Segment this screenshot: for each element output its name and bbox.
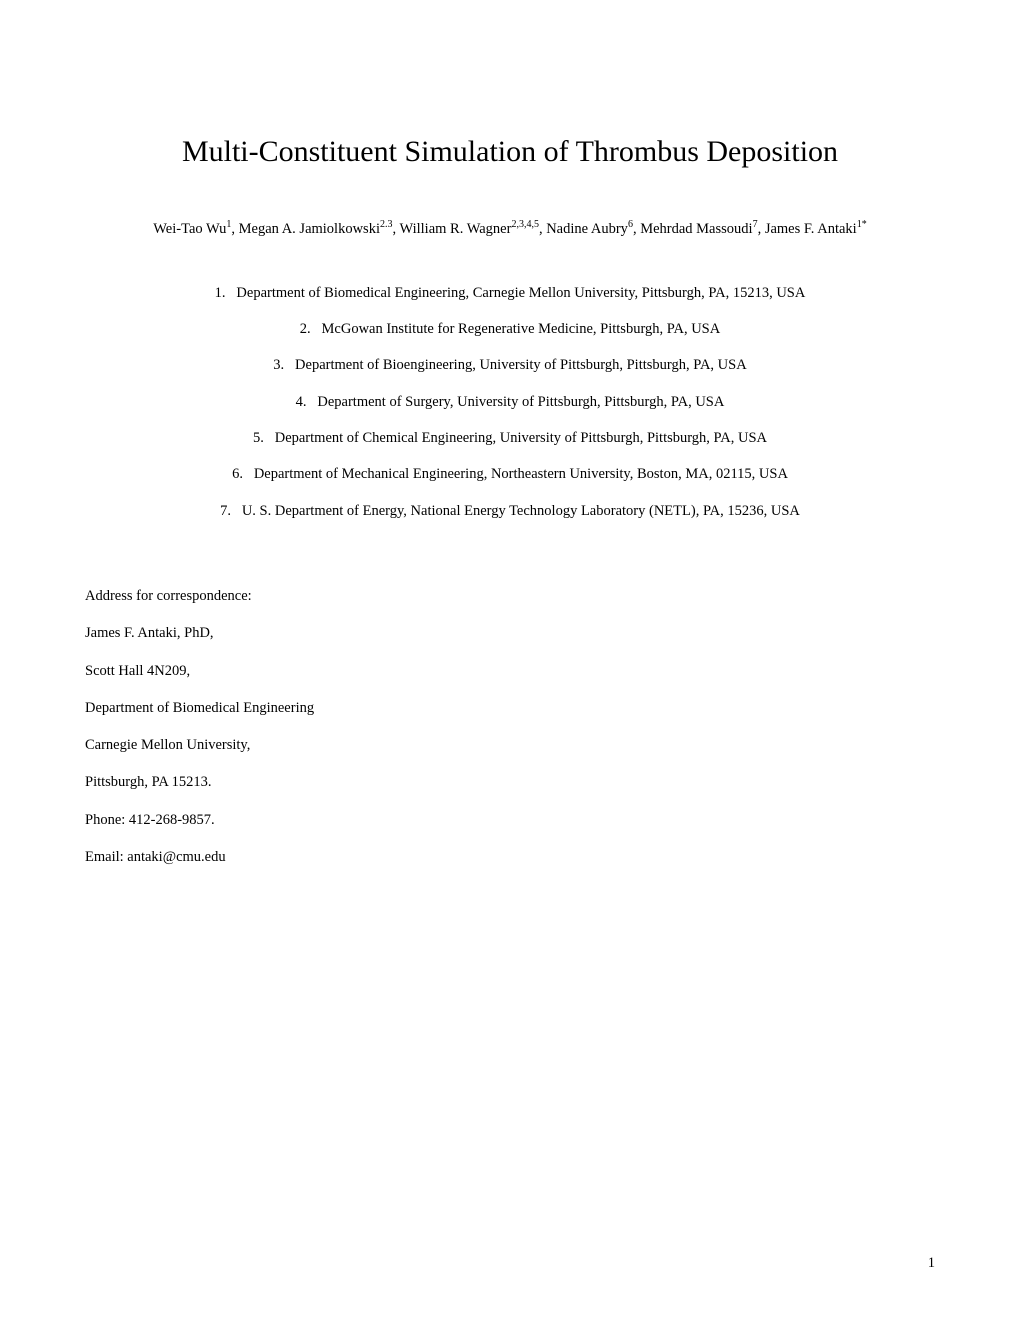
author-sup: 7 <box>753 219 758 230</box>
correspondence-city: Pittsburgh, PA 15213. <box>85 772 935 792</box>
author: Mehrdad Massoudi7 <box>640 221 757 237</box>
author: William R. Wagner2,3,4,5 <box>399 221 538 237</box>
correspondence-dept: Department of Biomedical Engineering <box>85 698 935 718</box>
author-sup: 2,3,4,5 <box>511 219 539 230</box>
correspondence-phone: Phone: 412-268-9857. <box>85 810 935 830</box>
author: James F. Antaki1* <box>765 221 867 237</box>
affiliation-item: 5. Department of Chemical Engineering, U… <box>85 428 935 448</box>
correspondence-email: Email: antaki@cmu.edu <box>85 847 935 867</box>
correspondence-university: Carnegie Mellon University, <box>85 735 935 755</box>
page-number: 1 <box>928 1255 935 1272</box>
correspondence-room: Scott Hall 4N209, <box>85 661 935 681</box>
affiliation-item: 6. Department of Mechanical Engineering,… <box>85 464 935 484</box>
author: Wei-Tao Wu1 <box>153 221 231 237</box>
author-sup: 1 <box>226 219 231 230</box>
correspondence-block: Address for correspondence: James F. Ant… <box>85 586 935 867</box>
affiliation-item: 2. McGowan Institute for Regenerative Me… <box>85 319 935 339</box>
author-sup: 1* <box>857 219 867 230</box>
affiliation-item: 7. U. S. Department of Energy, National … <box>85 501 935 521</box>
correspondence-name: James F. Antaki, PhD, <box>85 623 935 643</box>
author: Nadine Aubry6 <box>546 221 633 237</box>
paper-title: Multi-Constituent Simulation of Thrombus… <box>85 135 935 169</box>
affiliation-item: 4. Department of Surgery, University of … <box>85 392 935 412</box>
author: Megan A. Jamiolkowski2.3 <box>239 221 393 237</box>
affiliation-item: 3. Department of Bioengineering, Univers… <box>85 355 935 375</box>
author-sup: 6 <box>628 219 633 230</box>
correspondence-heading: Address for correspondence: <box>85 586 935 606</box>
authors-line: Wei-Tao Wu1, Megan A. Jamiolkowski2.3, W… <box>85 219 935 238</box>
author-sup: 2.3 <box>380 219 393 230</box>
affiliations-list: 1. Department of Biomedical Engineering,… <box>85 283 935 521</box>
affiliation-item: 1. Department of Biomedical Engineering,… <box>85 283 935 303</box>
